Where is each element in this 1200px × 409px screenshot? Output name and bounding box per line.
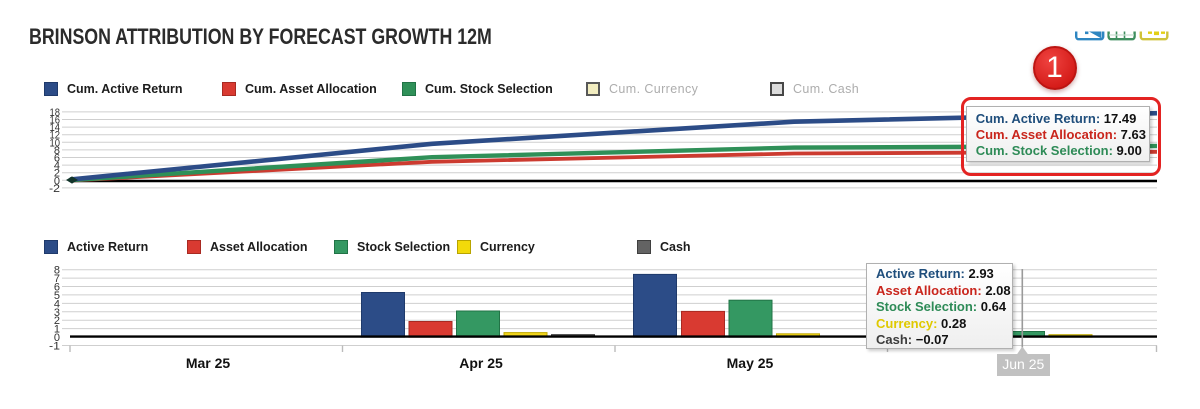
- svg-text:-2: -2: [49, 183, 60, 195]
- svg-text:14: 14: [50, 122, 61, 134]
- svg-text:2: 2: [54, 315, 60, 327]
- svg-text:18: 18: [50, 107, 61, 119]
- svg-text:2: 2: [54, 168, 60, 180]
- svg-text:3: 3: [54, 307, 60, 319]
- svg-text:7: 7: [54, 273, 60, 285]
- svg-text:0: 0: [54, 175, 60, 187]
- svg-text:-1: -1: [49, 341, 60, 353]
- svg-text:10: 10: [50, 137, 61, 149]
- svg-text:1: 1: [54, 324, 60, 336]
- svg-text:4: 4: [54, 298, 60, 310]
- svg-text:0: 0: [54, 332, 60, 344]
- svg-text:12: 12: [50, 130, 61, 142]
- svg-text:6: 6: [54, 153, 60, 165]
- svg-text:16: 16: [50, 115, 61, 127]
- svg-text:8: 8: [54, 265, 60, 277]
- svg-text:5: 5: [54, 290, 60, 302]
- svg-text:6: 6: [54, 282, 60, 294]
- svg-text:4: 4: [54, 160, 60, 172]
- svg-text:8: 8: [54, 145, 60, 157]
